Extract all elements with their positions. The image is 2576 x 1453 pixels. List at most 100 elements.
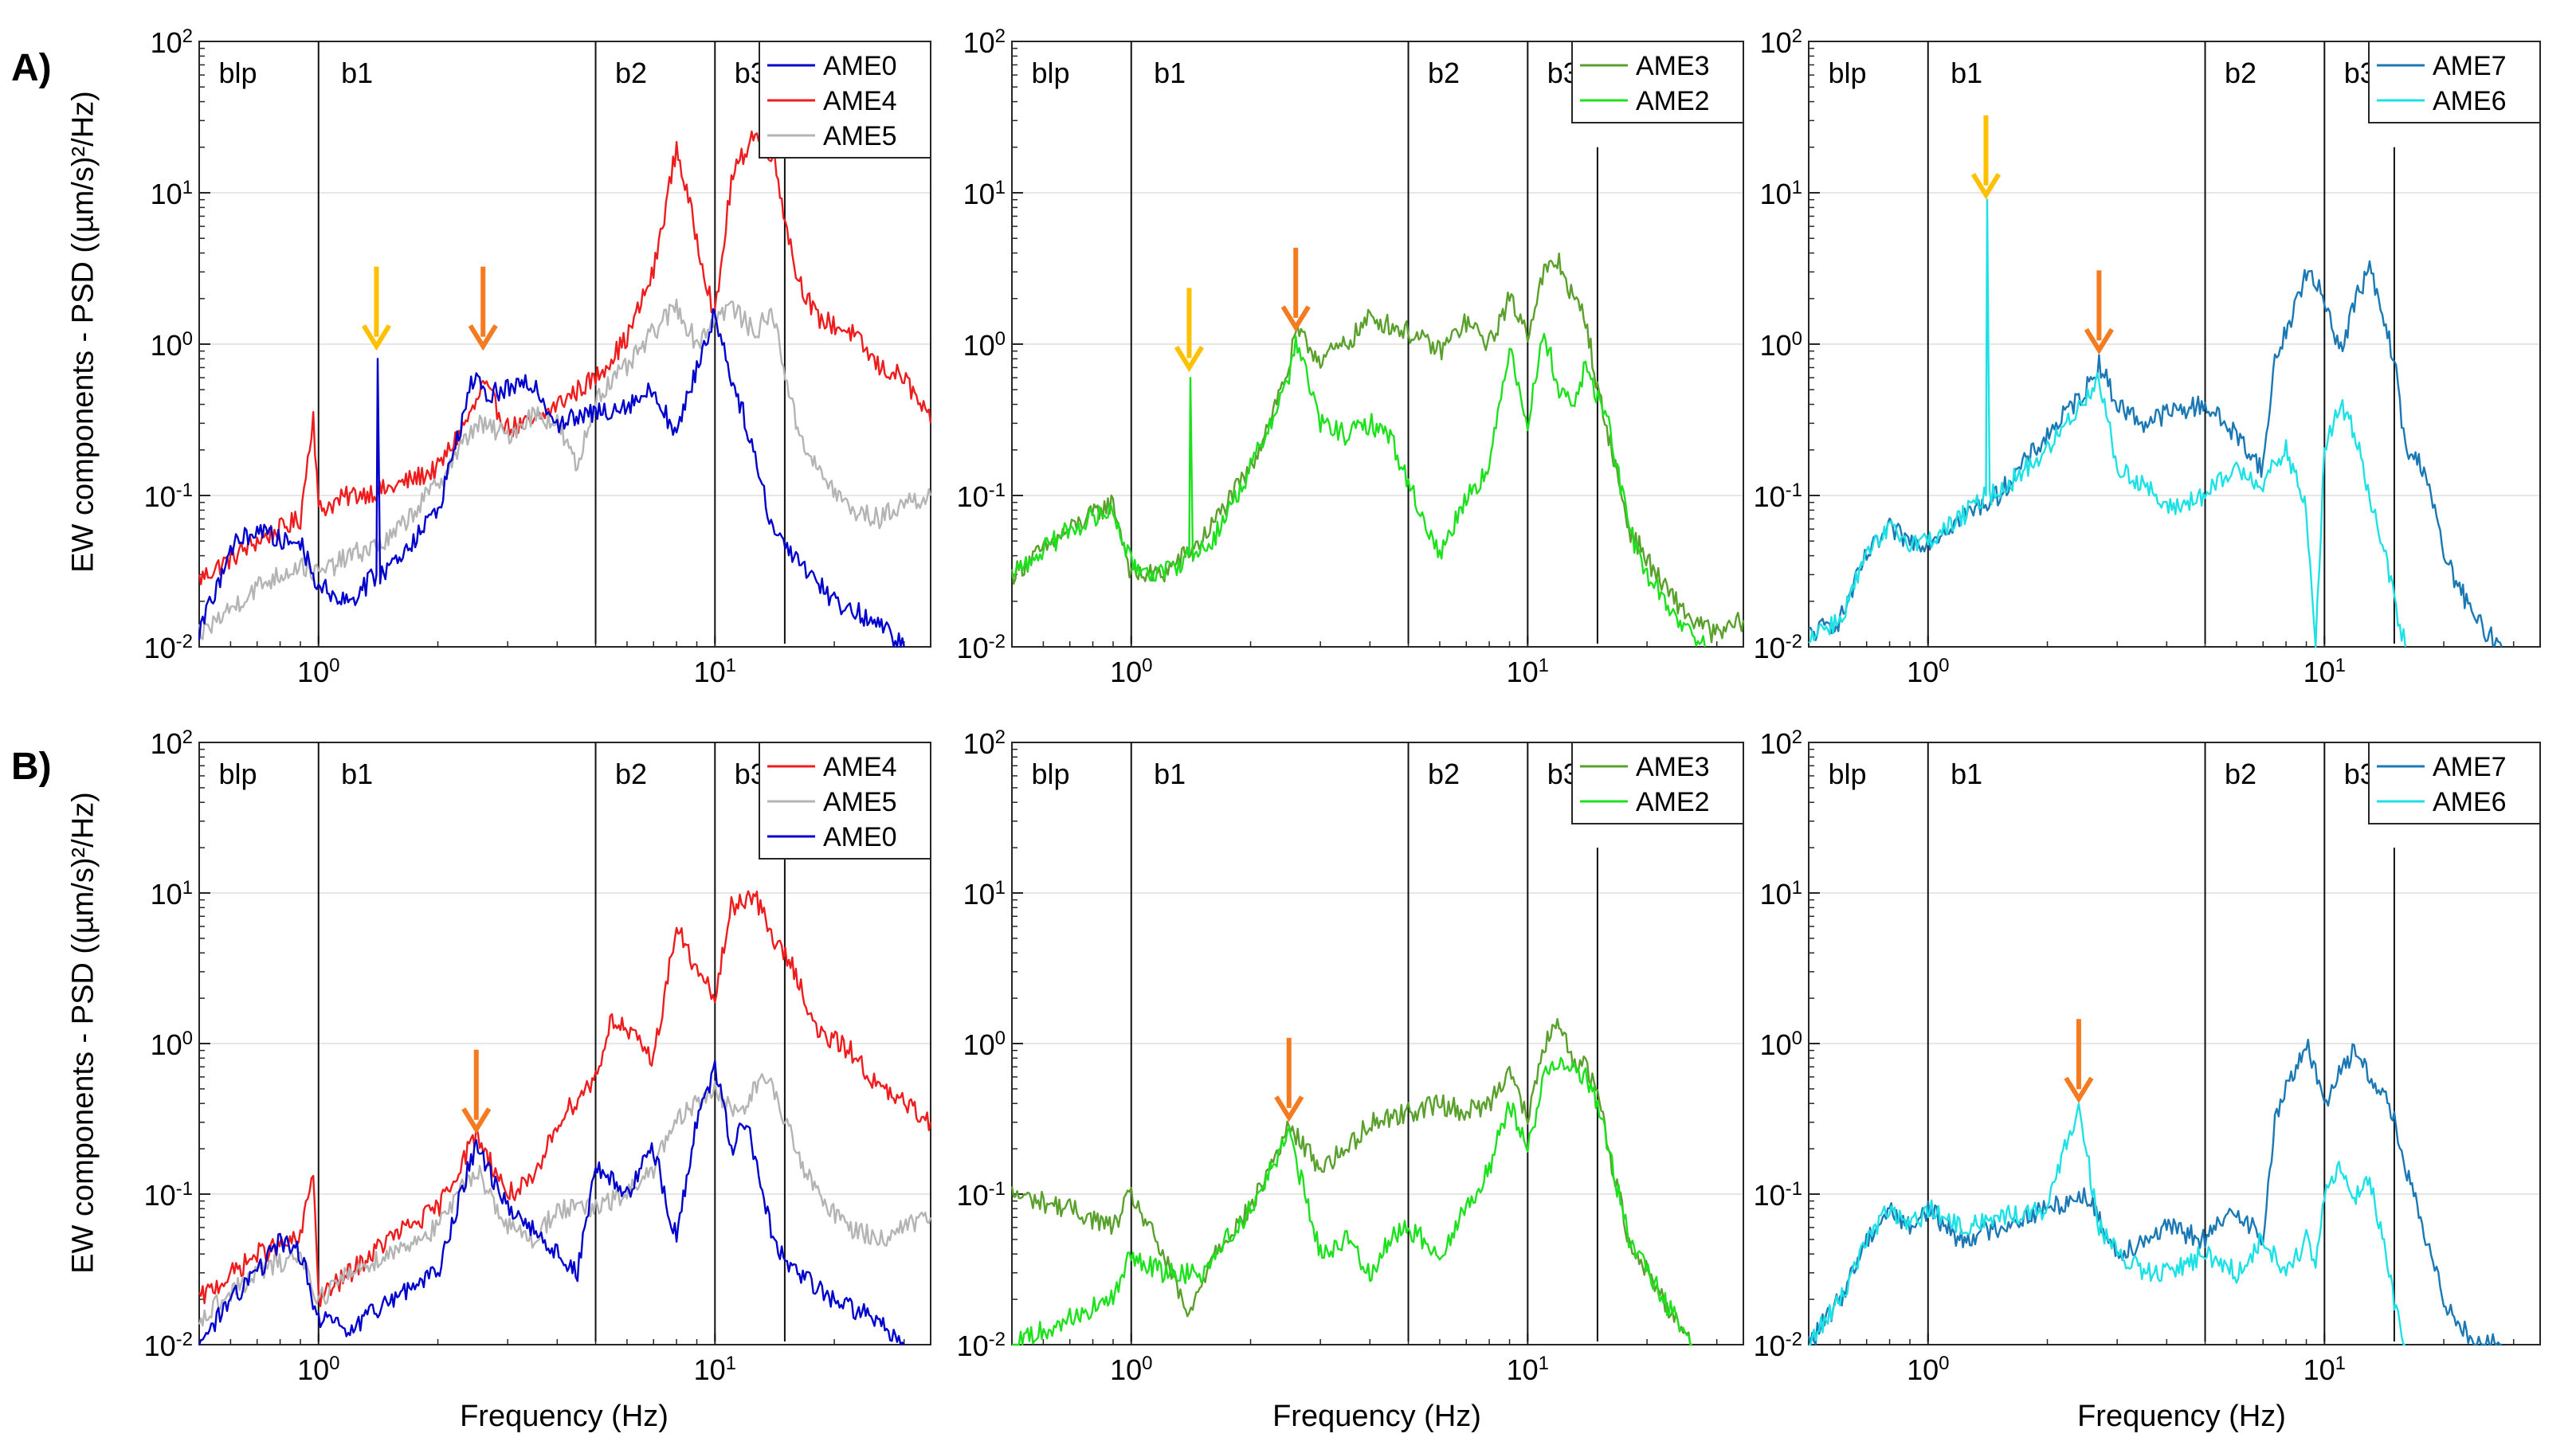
x-tick-label-b1: 100 <box>297 1353 339 1387</box>
series-line-ame2-a2 <box>1011 332 1706 648</box>
band-label-b2-b3: b2 <box>2225 758 2256 790</box>
arrow-head-orange-b2 <box>1274 1095 1304 1122</box>
x-tick-label-b1: 101 <box>694 1353 736 1387</box>
x-axis-label-col-2: Frequency (Hz) <box>1272 1400 1481 1433</box>
arrow-head-orange-a3 <box>2084 327 2114 355</box>
row-label-b: B) <box>11 746 52 788</box>
legend-label-ame6-b3: AME6 <box>2433 787 2507 817</box>
legend-box-a3 <box>2368 41 2541 123</box>
y-tick-label-b3: 10-1 <box>1754 1178 1802 1212</box>
arrow-head-yellow-a3 <box>1970 173 2002 200</box>
y-tick-label-a3: 10-1 <box>1754 480 1802 514</box>
y-tick-label-b1: 100 <box>151 1028 193 1062</box>
band-label-blp-a1: blp <box>218 57 257 89</box>
y-tick-label-b3: 102 <box>1760 726 1802 761</box>
band-label-b2-b1: b2 <box>615 758 647 790</box>
series-line-ame7-b3 <box>1807 1038 2502 1346</box>
series-line-ame7-a3 <box>1808 260 2503 648</box>
legend-label-ame0-a1: AME0 <box>823 51 897 81</box>
band-label-b1-b1: b1 <box>341 758 373 790</box>
legend-label-ame4-b1: AME4 <box>823 752 897 782</box>
y-tick-label-a3: 100 <box>1760 328 1802 362</box>
band-label-b1-a3: b1 <box>1951 57 1982 89</box>
legend-label-ame5-a1: AME5 <box>823 121 897 151</box>
y-tick-label-b2: 10-2 <box>957 1329 1006 1363</box>
arrow-head-orange-a2 <box>1280 305 1311 332</box>
y-tick-label-a3: 10-2 <box>1754 631 1802 665</box>
y-tick-label-a2: 102 <box>963 25 1006 60</box>
legend-label-ame6-a3: AME6 <box>2433 86 2507 116</box>
legend-label-ame0-b1: AME0 <box>823 822 897 852</box>
y-tick-label-b1: 101 <box>151 877 193 911</box>
y-tick-label-b3: 10-2 <box>1754 1329 1802 1363</box>
y-tick-label-b2: 102 <box>963 726 1006 761</box>
y-tick-label-b1: 102 <box>151 726 193 761</box>
legend-box-b2 <box>1571 742 1744 824</box>
y-tick-label-a1: 10-2 <box>144 631 193 665</box>
legend-label-ame4-a1: AME4 <box>823 86 897 116</box>
band-label-b1-b3: b1 <box>1951 758 1982 790</box>
y-tick-label-a3: 102 <box>1760 25 1802 60</box>
y-tick-label-a2: 101 <box>963 177 1006 211</box>
series-line-ame2-b2 <box>1012 1056 1692 1346</box>
y-tick-label-b2: 100 <box>963 1028 1006 1062</box>
arrow-head-yellow-a2 <box>1174 345 1205 373</box>
x-tick-label-a3: 101 <box>2304 655 2346 689</box>
legend-label-ame2-b2: AME2 <box>1636 787 1710 817</box>
y-tick-label-a2: 10-2 <box>957 631 1006 665</box>
band-label-b1-b2: b1 <box>1154 758 1186 790</box>
series-line-ame0-a1 <box>198 308 905 648</box>
legend-label-ame3-a2: AME3 <box>1636 51 1710 81</box>
series-line-ame5-b1 <box>198 1073 932 1327</box>
y-tick-label-a1: 100 <box>151 328 193 362</box>
band-label-blp-a2: blp <box>1031 57 1069 89</box>
series-line-ame6-b3 <box>1809 1102 2405 1346</box>
y-tick-label-b2: 101 <box>963 877 1006 911</box>
legend-label-ame5-b1: AME5 <box>823 787 897 817</box>
arrow-head-orange-b3 <box>2064 1076 2094 1103</box>
y-tick-label-b2: 10-1 <box>957 1178 1006 1212</box>
band-label-blp-b2: blp <box>1031 758 1069 790</box>
series-line-ame4-b1 <box>198 890 932 1307</box>
y-tick-label-a1: 101 <box>151 177 193 211</box>
legend-box-b3 <box>2368 742 2541 824</box>
row-label-a: A) <box>11 47 52 89</box>
x-tick-label-a3: 100 <box>1907 655 1949 689</box>
series-line-ame0-b1 <box>198 1059 905 1345</box>
x-axis-label-col-3: Frequency (Hz) <box>2077 1400 2286 1433</box>
x-tick-label-b3: 101 <box>2304 1353 2346 1387</box>
y-tick-label-a1: 102 <box>151 25 193 60</box>
band-label-b2-a1: b2 <box>615 57 647 89</box>
band-label-b2-a2: b2 <box>1428 57 1460 89</box>
legend-box-a2 <box>1571 41 1744 123</box>
y-tick-label-a2: 100 <box>963 328 1006 362</box>
band-label-blp-b3: blp <box>1828 758 1866 790</box>
x-tick-label-b2: 100 <box>1110 1353 1152 1387</box>
band-label-b2-a3: b2 <box>2225 57 2256 89</box>
arrow-head-yellow-a1 <box>361 324 392 351</box>
arrow-head-orange-a1 <box>468 324 498 351</box>
y-tick-label-a3: 101 <box>1760 177 1802 211</box>
band-label-b2-b2: b2 <box>1428 758 1460 790</box>
y-tick-label-b3: 101 <box>1760 877 1802 911</box>
arrow-head-orange-b1 <box>461 1107 492 1134</box>
y-tick-label-b1: 10-1 <box>144 1178 193 1212</box>
y-tick-label-b1: 10-2 <box>144 1329 193 1363</box>
legend-label-ame3-b2: AME3 <box>1636 752 1710 782</box>
x-tick-label-b3: 100 <box>1907 1353 1949 1387</box>
x-axis-label-col-1: Frequency (Hz) <box>460 1400 669 1433</box>
y-axis-label-row-a: EW components - PSD ((µm/s)²/Hz) <box>66 91 100 573</box>
band-label-blp-b1: blp <box>218 758 257 790</box>
x-tick-label-a2: 101 <box>1507 655 1549 689</box>
legend-label-ame2-a2: AME2 <box>1636 86 1710 116</box>
y-tick-label-a2: 10-1 <box>957 480 1006 514</box>
series-line-ame6-a3 <box>1808 198 2407 648</box>
x-tick-label-a1: 101 <box>694 655 736 689</box>
x-tick-label-b2: 101 <box>1507 1353 1549 1387</box>
series-line-ame3-a2 <box>1010 253 1745 644</box>
y-tick-label-b3: 100 <box>1760 1028 1802 1062</box>
legend-label-ame7-a3: AME7 <box>2433 51 2507 81</box>
x-tick-label-a1: 100 <box>297 655 339 689</box>
